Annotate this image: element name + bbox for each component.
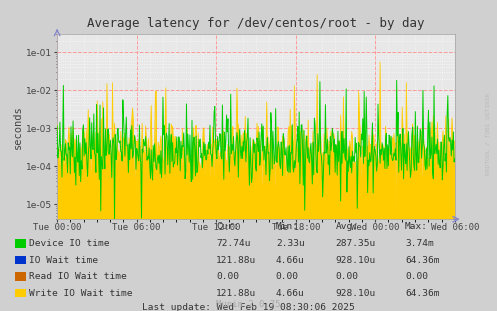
Text: 4.66u: 4.66u (276, 256, 305, 265)
Text: 928.10u: 928.10u (335, 289, 376, 298)
Text: Read IO Wait time: Read IO Wait time (29, 272, 127, 281)
Text: 0.00: 0.00 (276, 272, 299, 281)
Text: RRDTOOL / TOBI OETIKER: RRDTOOL / TOBI OETIKER (486, 92, 491, 175)
Title: Average latency for /dev/centos/root - by day: Average latency for /dev/centos/root - b… (87, 17, 425, 30)
Text: Write IO Wait time: Write IO Wait time (29, 289, 132, 298)
Text: Min:: Min: (276, 221, 299, 230)
Text: 3.74m: 3.74m (405, 239, 434, 248)
Text: Cur:: Cur: (216, 221, 239, 230)
Text: Device IO time: Device IO time (29, 239, 109, 248)
Text: 64.36m: 64.36m (405, 289, 439, 298)
Text: 64.36m: 64.36m (405, 256, 439, 265)
Text: Munin 2.0.75: Munin 2.0.75 (216, 300, 281, 309)
Text: 72.74u: 72.74u (216, 239, 250, 248)
Text: 287.35u: 287.35u (335, 239, 376, 248)
Text: 928.10u: 928.10u (335, 256, 376, 265)
Y-axis label: seconds: seconds (13, 105, 23, 149)
Text: Last update: Wed Feb 19 08:30:06 2025: Last update: Wed Feb 19 08:30:06 2025 (142, 304, 355, 311)
Text: Avg:: Avg: (335, 221, 358, 230)
Text: 0.00: 0.00 (216, 272, 239, 281)
Text: 121.88u: 121.88u (216, 289, 256, 298)
Text: 0.00: 0.00 (405, 272, 428, 281)
Text: Max:: Max: (405, 221, 428, 230)
Text: 121.88u: 121.88u (216, 256, 256, 265)
Text: 2.33u: 2.33u (276, 239, 305, 248)
Text: IO Wait time: IO Wait time (29, 256, 98, 265)
Text: 4.66u: 4.66u (276, 289, 305, 298)
Text: 0.00: 0.00 (335, 272, 358, 281)
